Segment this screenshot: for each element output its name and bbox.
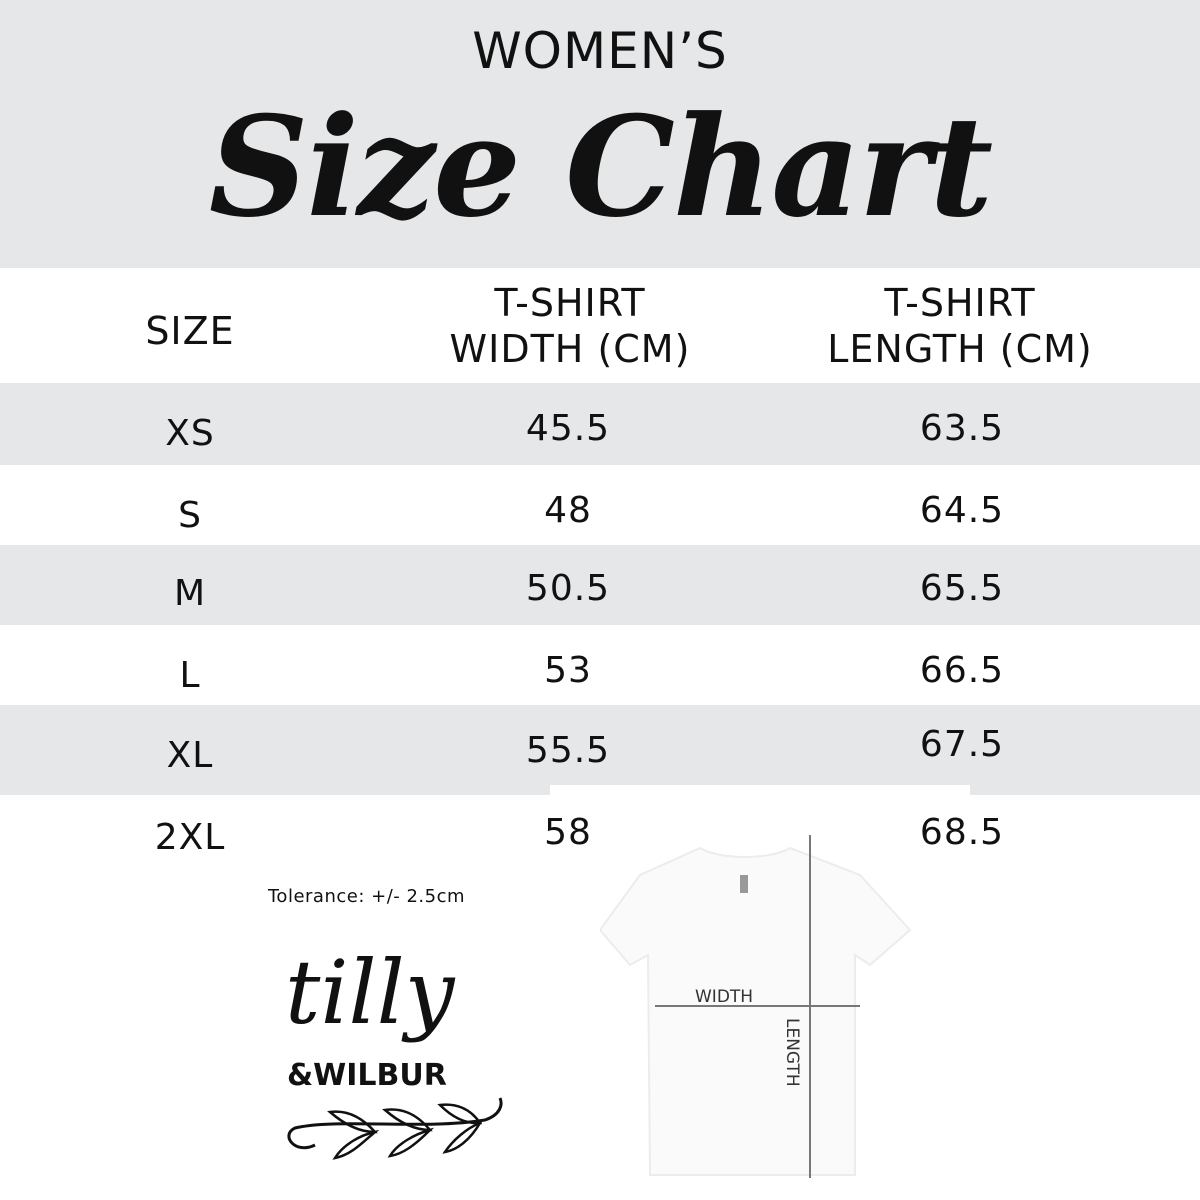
page-title: Size Chart [208,85,993,248]
header-line: SIZE [145,309,235,353]
cell-length: 66.5 [919,650,1005,691]
length-label: LENGTH [782,1018,802,1087]
cell-length: 63.5 [919,408,1005,449]
width-label: WIDTH [695,987,753,1007]
cell-size: L [179,655,201,696]
title-band [0,0,1200,268]
header-line: T-SHIRT [884,281,1036,325]
header-line: LENGTH (CM) [827,327,1093,371]
tolerance-note: Tolerance: +/- 2.5cm [268,886,466,907]
cell-length: 68.5 [919,812,1005,853]
row-band-xl [0,705,1200,795]
cell-size: XS [165,413,215,454]
row-band-m [0,545,1200,625]
cell-length: 65.5 [919,568,1005,609]
cell-size: M [173,573,207,614]
cell-width: 53 [544,650,592,691]
cell-width: 50.5 [525,568,611,609]
cell-size: XL [166,735,214,776]
logo-wilbur-mark: &WILBUR [287,1058,447,1093]
column-header-length: T-SHIRT LENGTH (CM) [780,280,1140,372]
cell-width: 55.5 [525,730,611,771]
supertitle: WOMEN’S [472,22,728,80]
cell-width: 45.5 [525,408,611,449]
cell-length: 64.5 [919,490,1005,531]
cell-size: S [178,495,202,536]
column-header-width: T-SHIRT WIDTH (CM) [400,280,740,372]
cell-width: 48 [544,490,592,531]
brand-logo: tilly &WILBUR [285,941,503,1160]
header-line: T-SHIRT [494,281,646,325]
cell-width: 58 [544,812,592,853]
diagram-backdrop [550,785,970,797]
row-band-xs [0,383,1200,465]
column-header-size: SIZE [40,308,340,354]
header-line: WIDTH (CM) [449,327,691,371]
logo-tilly-mark: tilly [285,941,456,1044]
cell-size: 2XL [154,817,226,858]
tshirt-icon [600,846,912,1176]
cell-length: 67.5 [919,724,1005,765]
tshirt-diagram: WIDTH LENGTH [600,835,912,1178]
